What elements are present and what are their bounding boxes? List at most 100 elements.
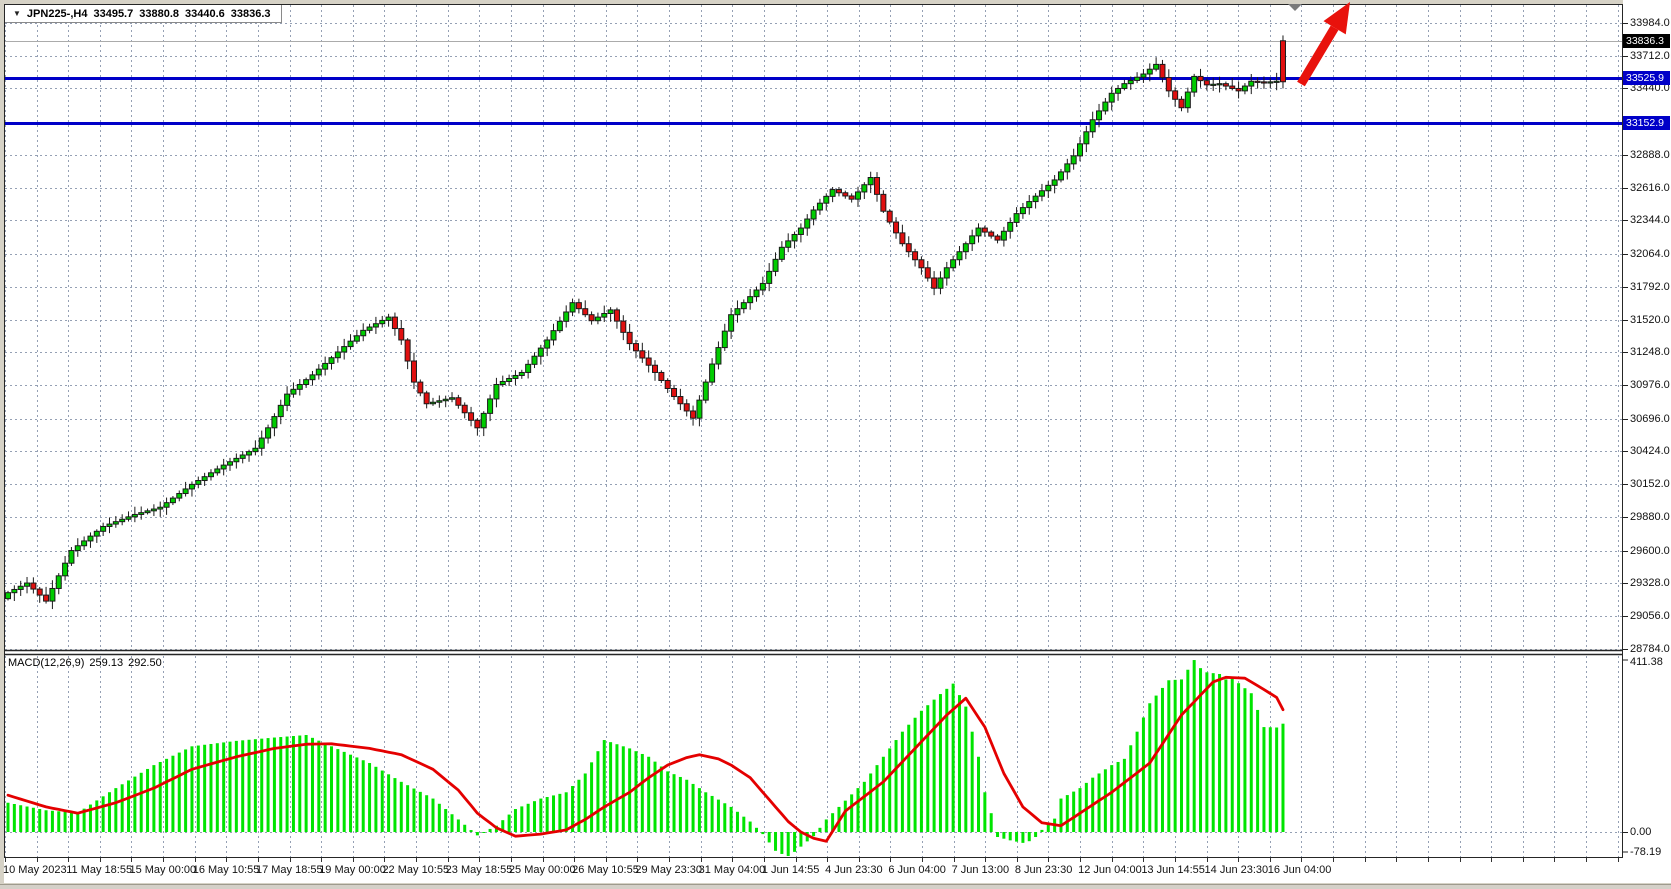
candle-body: [347, 340, 354, 348]
candle-body: [284, 393, 291, 406]
macd-histogram-bar: [380, 770, 384, 832]
candle-body: [975, 227, 982, 237]
candle-body: [715, 347, 722, 365]
candle-body: [1089, 119, 1096, 133]
candle-body: [303, 379, 310, 385]
macd-histogram-bar: [799, 832, 803, 847]
candle-body: [1248, 80, 1255, 87]
candle-body: [410, 360, 417, 383]
candle-body: [1102, 101, 1109, 112]
macd-histogram-bar: [215, 743, 219, 832]
macd-histogram-bar: [1110, 765, 1114, 832]
macd-histogram-bar: [856, 788, 860, 832]
price-axis-label: 32616.0: [1630, 181, 1670, 194]
macd-histogram-bar: [196, 745, 200, 832]
chart-plot-background[interactable]: [4, 4, 1623, 883]
candle-body: [227, 461, 234, 466]
candle-body: [157, 506, 164, 510]
macd-histogram-bar: [234, 740, 238, 832]
macd-histogram-bar: [951, 683, 955, 832]
macd-histogram-bar: [621, 746, 625, 832]
macd-histogram-bar: [95, 800, 99, 832]
candle-body: [512, 374, 519, 379]
macd-histogram-bar: [691, 783, 695, 832]
macd-histogram-bar: [1199, 668, 1203, 832]
price-axis-label: 29880.0: [1630, 510, 1670, 523]
candle-body: [176, 493, 183, 499]
candle-body: [664, 379, 671, 390]
candle-body: [239, 454, 246, 459]
macd-histogram-bar: [425, 795, 429, 832]
macd-histogram-bar: [602, 740, 606, 832]
macd-histogram-bar: [1040, 829, 1044, 832]
time-axis-label: 13 Jun 14:55: [1141, 864, 1205, 876]
macd-histogram-bar: [1135, 731, 1139, 832]
price-axis-label: 32344.0: [1630, 213, 1670, 226]
candle-body: [582, 308, 589, 316]
macd-histogram-bar: [69, 812, 73, 832]
macd-histogram-bar: [964, 706, 968, 832]
candle-body: [1121, 83, 1128, 89]
hline-price-tag: 33525.9: [1623, 71, 1670, 86]
candle-body: [867, 177, 874, 186]
candle-body: [639, 350, 646, 359]
candle-body: [563, 311, 570, 322]
candle-body: [341, 346, 348, 353]
indicator-name: MACD(12,26,9): [8, 657, 85, 669]
candle-body: [1013, 213, 1020, 223]
candle-body: [1191, 75, 1198, 93]
macd-histogram-bar: [1148, 703, 1152, 832]
macd-scale-max: 411.38: [1630, 656, 1663, 668]
macd-histogram-bar: [57, 811, 61, 832]
candle-body: [848, 195, 855, 200]
macd-histogram-bar: [25, 806, 29, 832]
macd-histogram-bar: [475, 832, 479, 836]
candle-body: [823, 195, 830, 204]
macd-histogram-bar: [241, 740, 245, 832]
price-axis-column[interactable]: [1623, 0, 1671, 883]
macd-histogram-bar: [1256, 709, 1260, 832]
chevron-down-icon[interactable]: ▼: [13, 9, 21, 18]
macd-histogram-bar: [1072, 791, 1076, 832]
macd-histogram-bar: [754, 827, 758, 832]
trend-arrow-head[interactable]: [1323, 2, 1350, 35]
candle-body: [1045, 184, 1052, 192]
macd-histogram-bar: [520, 806, 524, 832]
candle-body: [1165, 77, 1172, 92]
macd-histogram-bar: [44, 810, 48, 832]
macd-histogram-bar: [729, 806, 733, 832]
macd-histogram-bar: [463, 824, 467, 832]
macd-histogram-bar: [786, 832, 790, 856]
candle-body: [962, 243, 969, 253]
candle-body: [1108, 92, 1115, 103]
macd-histogram-bar: [1097, 773, 1101, 832]
ohlc-high: 33880.8: [139, 7, 179, 20]
macd-histogram-bar: [723, 803, 727, 832]
macd-histogram-bar: [888, 748, 892, 832]
time-axis-label: 16 May 10:55: [192, 864, 260, 876]
macd-histogram-bar: [1059, 798, 1063, 832]
macd-histogram: [6, 660, 1285, 856]
candle-body: [791, 233, 798, 242]
down-triangle-marker[interactable]: [1288, 4, 1302, 11]
macd-histogram-bar: [317, 740, 321, 832]
macd-histogram-bar: [266, 738, 270, 832]
trend-arrow-shaft[interactable]: [1297, 25, 1339, 87]
macd-histogram-bar: [989, 813, 993, 832]
candle-body: [1241, 85, 1248, 92]
macd-histogram-bar: [456, 819, 460, 832]
macd-histogram-bar: [596, 751, 600, 832]
candle-body: [728, 314, 735, 332]
candle-body: [696, 399, 703, 419]
macd-histogram-bar: [247, 739, 251, 832]
candle-body: [740, 302, 747, 310]
macd-histogram-bar: [38, 809, 42, 832]
macd-histogram-bar: [1275, 727, 1279, 832]
macd-histogram-bar: [1065, 795, 1069, 832]
candle-body: [772, 258, 779, 272]
candle-body: [1096, 110, 1103, 121]
macd-histogram-bar: [1034, 832, 1038, 838]
macd-histogram-bar: [793, 832, 797, 852]
time-axis-label: 7 Jun 13:00: [951, 864, 1010, 876]
